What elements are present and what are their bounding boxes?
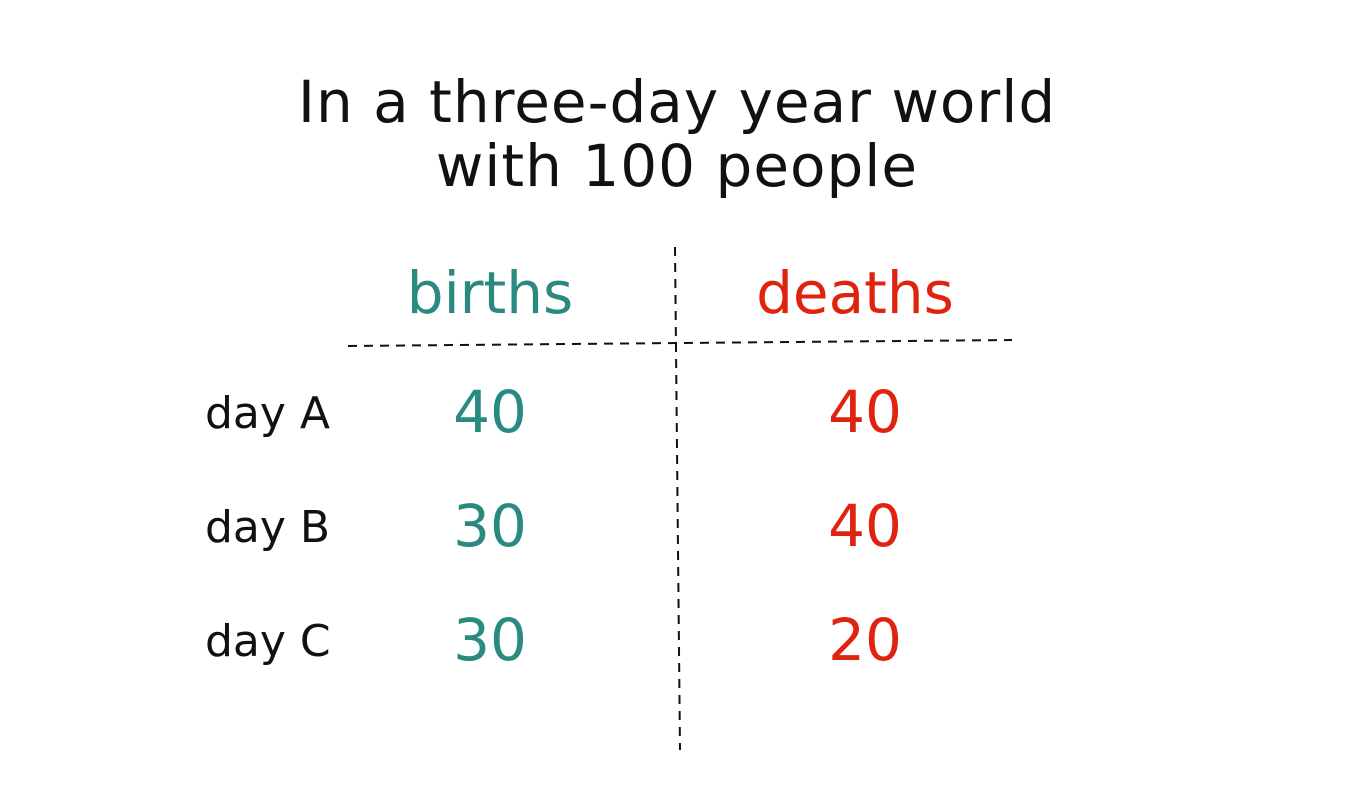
column-divider-line [674,246,681,751]
title-line-1: In a three-day year world [297,68,1057,136]
births-column-header: births [406,259,574,327]
deaths-column-header: deaths [756,259,954,327]
deaths-day-a-value: 40 [828,378,902,446]
births-day-c-value: 30 [453,606,527,674]
row-label-day-b: day B [205,502,331,553]
deaths-day-c-value: 20 [828,606,902,674]
births-day-a-value: 40 [453,378,527,446]
row-label-day-a: day A [205,388,331,439]
deaths-day-b-value: 40 [828,492,902,560]
row-label-day-c: day C [205,616,331,667]
births-day-b-value: 30 [453,492,527,560]
title-line-2: with 100 people [435,132,919,200]
header-divider-line [347,339,1013,347]
